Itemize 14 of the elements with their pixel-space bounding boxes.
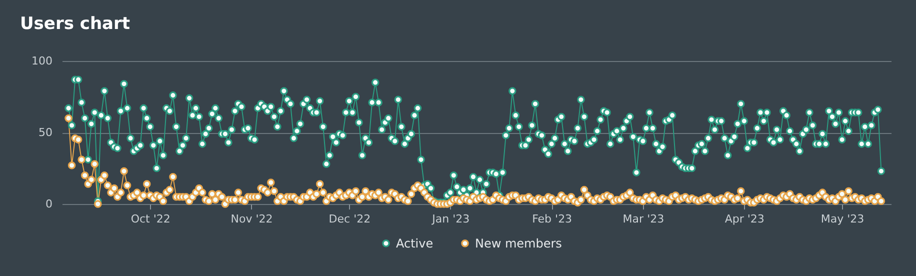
x-tick-label: Apr '23 bbox=[724, 212, 764, 226]
x-tick-label: Mar '23 bbox=[622, 212, 664, 226]
y-tick-label: 50 bbox=[38, 126, 52, 139]
x-tick-label: May '23 bbox=[820, 212, 864, 226]
legend-label: New members bbox=[475, 236, 562, 250]
y-tick-label: 100 bbox=[32, 54, 52, 68]
x-tick-label: Feb '23 bbox=[532, 212, 572, 226]
x-tick-label: Jan '23 bbox=[431, 212, 470, 226]
x-tick-label: Oct '22 bbox=[130, 212, 170, 226]
x-tick-label: Dec '22 bbox=[328, 212, 371, 226]
y-tick-label: 0 bbox=[46, 198, 52, 210]
legend-label: Active bbox=[396, 236, 434, 250]
chart-title: Users chart bbox=[20, 14, 130, 34]
x-tick-label: Nov '22 bbox=[230, 212, 273, 226]
